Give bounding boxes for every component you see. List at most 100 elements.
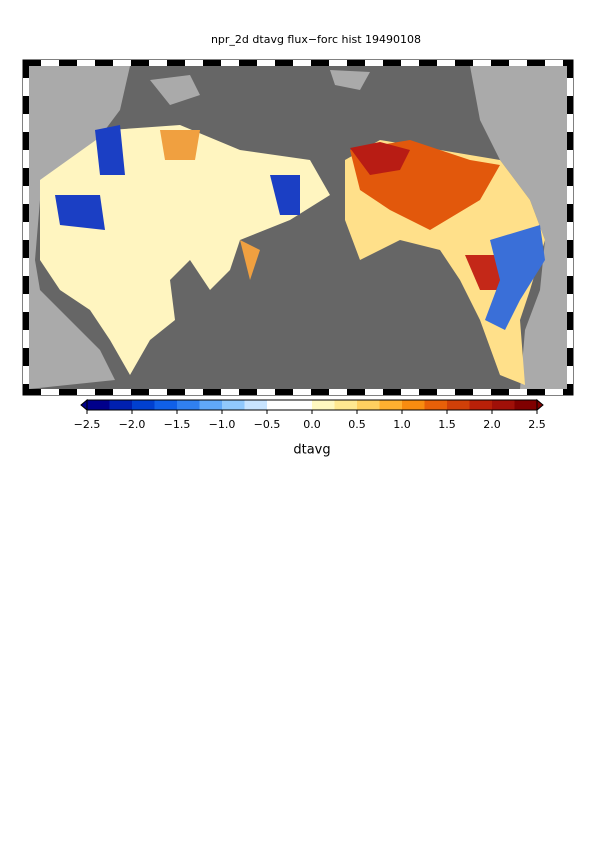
colorbar-tick-label: −1.5 bbox=[164, 418, 191, 431]
colorbar-segment bbox=[109, 400, 133, 410]
frame-segment bbox=[311, 60, 329, 66]
frame-segment bbox=[149, 60, 167, 66]
frame-segment bbox=[23, 366, 29, 384]
frame-segment bbox=[527, 60, 545, 66]
colorbar-segment bbox=[357, 400, 380, 410]
frame-segment bbox=[221, 389, 239, 395]
frame-segment bbox=[239, 60, 257, 66]
frame-segment bbox=[113, 60, 131, 66]
cool-anomaly bbox=[55, 125, 300, 230]
colorbar-tick-label: −2.5 bbox=[74, 418, 101, 431]
frame-segment bbox=[23, 204, 29, 222]
frame-segment bbox=[95, 389, 113, 395]
colorbar-segment bbox=[177, 400, 200, 410]
frame-segment bbox=[311, 389, 329, 395]
cool-anomaly bbox=[485, 225, 545, 330]
colorbar-segment bbox=[469, 400, 493, 410]
colorbar-segment bbox=[424, 400, 448, 410]
warm-anomaly bbox=[350, 142, 410, 175]
frame-segment bbox=[567, 366, 573, 384]
colorbar-segment bbox=[334, 400, 358, 410]
frame-segment bbox=[203, 60, 221, 66]
frame-segment bbox=[567, 222, 573, 240]
frame-segment bbox=[23, 222, 29, 240]
colorbar-segment bbox=[514, 400, 538, 410]
frame-segment bbox=[41, 60, 59, 66]
frame-segment bbox=[567, 276, 573, 294]
frame-segment bbox=[567, 240, 573, 258]
land bbox=[29, 66, 130, 389]
warm-anomaly bbox=[160, 130, 260, 280]
colorbar-segment bbox=[289, 400, 313, 410]
frame-segment bbox=[23, 389, 41, 395]
frame-segment bbox=[23, 312, 29, 330]
frame-segment bbox=[347, 60, 365, 66]
data-region bbox=[40, 125, 330, 375]
frame-segment bbox=[491, 389, 509, 395]
frame-segment bbox=[185, 389, 203, 395]
frame-segment bbox=[23, 114, 29, 132]
frame-segment bbox=[545, 60, 563, 66]
frame-segment bbox=[509, 389, 527, 395]
frame-segment bbox=[509, 60, 527, 66]
frame-segment bbox=[567, 348, 573, 366]
frame-segment bbox=[257, 389, 275, 395]
frame-segment bbox=[95, 60, 113, 66]
colorbar-segment bbox=[154, 400, 178, 410]
colorbar-segment bbox=[492, 400, 515, 410]
frame-segment bbox=[23, 348, 29, 366]
frame-segment bbox=[23, 240, 29, 258]
frame-segment bbox=[567, 186, 573, 204]
frame-segment bbox=[23, 78, 29, 96]
frame-segment bbox=[437, 389, 455, 395]
frame-segment bbox=[455, 389, 473, 395]
frame-segment bbox=[41, 389, 59, 395]
colorbar-segment bbox=[402, 400, 425, 410]
frame-segment bbox=[401, 60, 419, 66]
colorbar-segment bbox=[222, 400, 245, 410]
colorbar-tick-label: 1.5 bbox=[438, 418, 456, 431]
frame-segment bbox=[275, 60, 293, 66]
colorbar-tick-label: −1.0 bbox=[209, 418, 236, 431]
frame-segment bbox=[23, 60, 41, 66]
colorbar-segment bbox=[87, 400, 110, 410]
frame-segment bbox=[567, 96, 573, 114]
frame-segment bbox=[131, 389, 149, 395]
frame-segment bbox=[383, 60, 401, 66]
frame-segment bbox=[185, 60, 203, 66]
frame-segment bbox=[293, 60, 311, 66]
colorbar-tick-label: −0.5 bbox=[254, 418, 281, 431]
frame-segment bbox=[203, 389, 221, 395]
frame-segment bbox=[23, 96, 29, 114]
frame-segment bbox=[383, 389, 401, 395]
frame-segment bbox=[365, 389, 383, 395]
frame-segment bbox=[23, 258, 29, 276]
frame-segment bbox=[567, 114, 573, 132]
frame-segment bbox=[567, 312, 573, 330]
frame-segment bbox=[545, 389, 563, 395]
map bbox=[22, 59, 574, 396]
colorbar-segment bbox=[312, 400, 335, 410]
frame-segment bbox=[167, 389, 185, 395]
frame-segment bbox=[527, 389, 545, 395]
frame-segment bbox=[221, 60, 239, 66]
frame-segment bbox=[567, 78, 573, 96]
frame-segment bbox=[567, 132, 573, 150]
colorbar-tick-label: 0.5 bbox=[348, 418, 366, 431]
frame-segment bbox=[293, 389, 311, 395]
frame-segment bbox=[149, 389, 167, 395]
frame-segment bbox=[131, 60, 149, 66]
frame-segment bbox=[567, 60, 573, 78]
frame-segment bbox=[23, 150, 29, 168]
frame-segment bbox=[77, 60, 95, 66]
colorbar: −2.5 −2.0 −1.5 −1.0 −0.5 0.0 0.5 1.0 1.5 2.0 2.5 bbox=[74, 398, 546, 431]
colorbar-tick-label: −2.0 bbox=[119, 418, 146, 431]
frame-segment bbox=[567, 204, 573, 222]
frame-segment bbox=[401, 389, 419, 395]
colorbar-segment bbox=[379, 400, 403, 410]
frame-segment bbox=[567, 150, 573, 168]
frame-segment bbox=[113, 389, 131, 395]
colorbar-label: dtavg bbox=[293, 443, 330, 458]
